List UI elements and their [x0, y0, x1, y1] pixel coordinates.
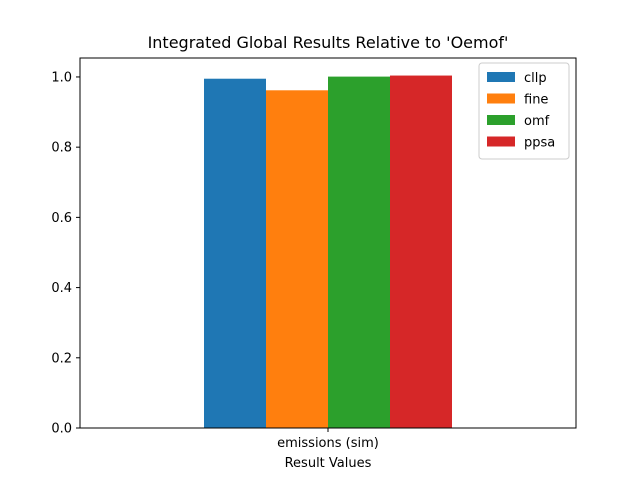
y-tick-label: 0.0 — [51, 422, 72, 437]
bar-omf — [328, 76, 390, 428]
legend-label-cllp: cllp — [524, 71, 547, 86]
y-tick-label: 0.4 — [51, 281, 72, 296]
y-tick-label: 1.0 — [51, 70, 72, 85]
x-axis-ticks: emissions (sim) — [277, 428, 379, 451]
bars-layer — [204, 75, 452, 428]
bar-cllp — [204, 78, 266, 428]
legend-swatch-fine — [487, 93, 515, 104]
y-axis-ticks: 0.0 0.2 0.4 0.6 0.8 1.0 — [51, 70, 80, 437]
plot-frame — [79, 57, 577, 429]
x-axis-label: Result Values — [285, 456, 372, 471]
legend-label-fine: fine — [524, 93, 548, 108]
legend-label-omf: omf — [524, 114, 550, 129]
bar-ppsa — [390, 75, 452, 428]
legend: cllp fine omf ppsa — [478, 62, 570, 160]
bar-fine — [266, 90, 328, 428]
y-tick-label: 0.2 — [51, 351, 72, 366]
chart-title: Integrated Global Results Relative to 'O… — [148, 33, 509, 52]
legend-swatch-ppsa — [487, 136, 515, 147]
legend-box — [478, 62, 570, 160]
x-tick-label: emissions (sim) — [277, 436, 379, 451]
y-tick-label: 0.6 — [51, 211, 72, 226]
y-tick-label: 0.8 — [51, 141, 72, 156]
legend-swatch-omf — [487, 115, 515, 125]
legend-swatch-cllp — [487, 72, 515, 82]
legend-label-ppsa: ppsa — [524, 136, 555, 151]
